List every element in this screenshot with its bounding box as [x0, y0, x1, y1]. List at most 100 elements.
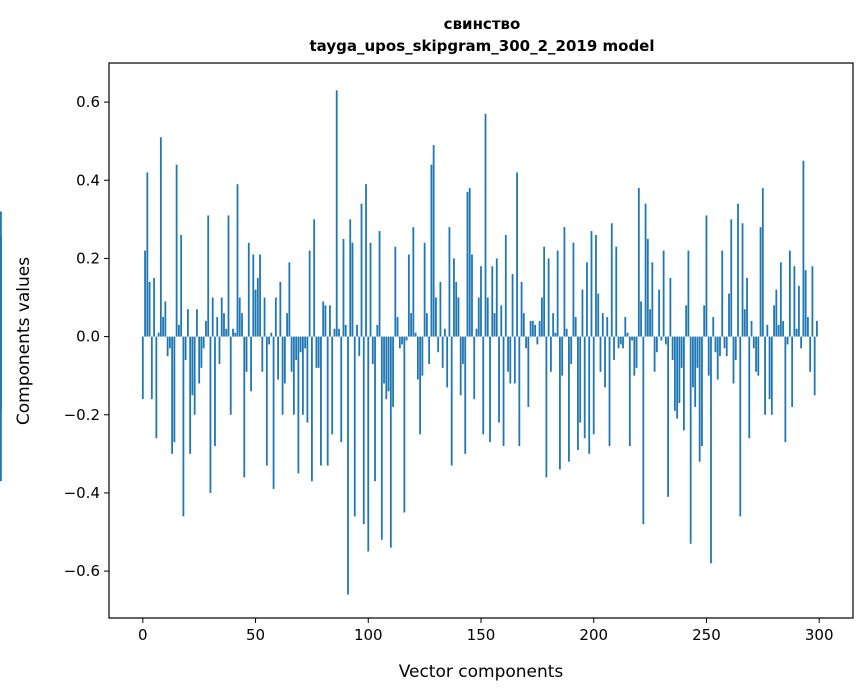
bar-component-9: [162, 317, 165, 337]
y-tick-label: −0.6: [64, 562, 100, 580]
bar-component-26: [200, 336, 203, 368]
bar-component-185: [559, 336, 561, 470]
bar-component-266: [741, 223, 744, 337]
bar-component-92: [349, 219, 352, 337]
bar-component-299: [816, 320, 818, 337]
bar-component-13: [171, 336, 174, 454]
bar-component-111: [392, 336, 394, 407]
bar-component-127: [428, 336, 431, 364]
y-tick-label: 0.6: [76, 93, 100, 111]
bar-component-138: [453, 258, 455, 337]
bar-component-129: [432, 145, 435, 337]
bar-component-16: [177, 324, 180, 337]
bar-component-214: [624, 317, 627, 337]
bar-component-282: [777, 324, 780, 337]
bar-component-79: [320, 336, 322, 466]
bar-component-278: [768, 336, 771, 400]
bar-component-237: [676, 336, 679, 419]
bar-component-57: [270, 332, 273, 337]
bar-component-33: [216, 317, 219, 337]
bar-component-233: [667, 336, 670, 497]
bar-component-158: [498, 336, 500, 423]
bar-component-288: [791, 336, 794, 407]
bar-component-42: [236, 184, 239, 337]
x-tick-label: 300: [805, 626, 834, 644]
bar-component-62: [281, 336, 284, 415]
bar-component-97: [360, 203, 363, 337]
x-axis-ticks: 0 50 100 150 200 250 300: [138, 618, 834, 644]
bar-component-27: [202, 336, 205, 349]
bar-component-120: [412, 227, 415, 337]
bar-component-100: [367, 336, 370, 552]
bar-component-192: [574, 317, 577, 337]
bar-component-69: [297, 336, 300, 474]
bar-component-261: [730, 219, 733, 337]
bar-component-19: [184, 336, 187, 361]
bar-component-85: [333, 328, 336, 337]
bar-component-267: [743, 309, 746, 337]
bar-component-244: [692, 336, 694, 388]
bar-component-51: [256, 277, 259, 337]
bar-component-200: [592, 336, 595, 435]
bar-component-43: [238, 297, 241, 337]
bar-component-145: [468, 188, 471, 337]
bar-component-107: [383, 336, 385, 384]
bar-component-2: [146, 172, 149, 337]
bar-component-274: [759, 227, 762, 337]
bar-component-151: [482, 336, 485, 435]
bar-component-155: [491, 266, 494, 337]
bar-component-272: [755, 336, 757, 372]
bar-component-130: [435, 297, 437, 337]
bar-component-167: [518, 336, 521, 447]
bar-component-298: [813, 336, 816, 396]
bar-component-114: [398, 336, 401, 349]
bar-component-257: [721, 250, 724, 337]
bar-component-0: [141, 336, 144, 400]
bar-series: [0, 90, 818, 595]
bar-component-211: [617, 336, 620, 349]
bar-component-166: [516, 172, 518, 337]
y-tick-label: 0.0: [76, 328, 100, 346]
bar-component-50: [254, 289, 257, 337]
bar-component-15: [175, 164, 178, 337]
bar-component-289: [793, 266, 796, 337]
bar-component-225: [649, 309, 651, 337]
bar-component-196: [583, 336, 586, 439]
bar-component-undefined: [0, 281, 2, 337]
bar-component-61: [279, 281, 282, 337]
bar-component-283: [779, 262, 782, 337]
bar-component-227: [653, 336, 656, 372]
bar-component-215: [626, 332, 629, 337]
bar-component-146: [471, 254, 473, 337]
bar-component-252: [710, 336, 712, 564]
bar-component-195: [581, 289, 584, 337]
chart-title: свинство: [444, 15, 521, 33]
bar-component-290: [795, 328, 798, 337]
bar-component-242: [687, 250, 690, 337]
bar-component-125: [423, 242, 426, 337]
bar-component-118: [407, 254, 410, 337]
bar-component-32: [214, 336, 216, 447]
bar-component-175: [536, 336, 539, 345]
bar-component-67: [292, 336, 295, 415]
bar-component-126: [425, 313, 428, 337]
bar-component-201: [595, 234, 597, 337]
bar-component-208: [610, 223, 613, 337]
bar-component-29: [207, 215, 210, 337]
bar-component-183: [554, 332, 557, 337]
bar-component-191: [572, 242, 575, 337]
bar-component-279: [770, 336, 773, 415]
bar-component-235: [671, 336, 674, 361]
bar-component-6: [155, 336, 158, 439]
y-axis-label: Components values: [14, 257, 34, 425]
bar-component-255: [716, 336, 719, 380]
bar-component-96: [358, 336, 361, 357]
x-tick-label: 150: [467, 626, 496, 644]
bar-component-287: [788, 250, 791, 337]
bar-component-47: [247, 242, 250, 337]
bar-component-293: [802, 160, 805, 337]
bar-component-17: [180, 234, 183, 337]
bar-component-116: [403, 336, 406, 513]
bar-component-229: [658, 289, 661, 337]
